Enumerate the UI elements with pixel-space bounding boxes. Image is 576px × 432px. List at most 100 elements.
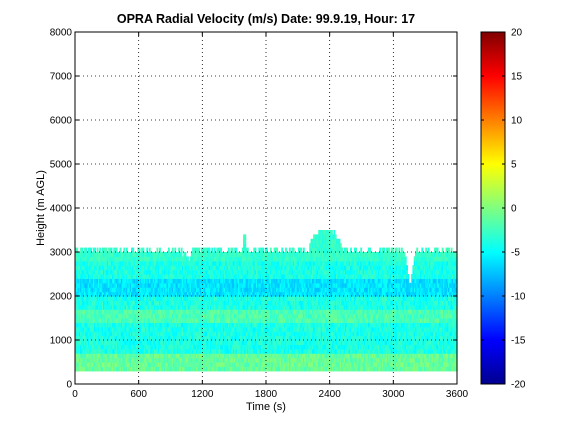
heatmap-cell <box>134 265 137 271</box>
heatmap-cell <box>110 256 113 262</box>
heatmap-cell <box>201 304 203 310</box>
heatmap-cell <box>213 269 216 275</box>
heatmap-cell <box>97 282 100 288</box>
heatmap-cell <box>96 362 99 367</box>
heatmap-cell <box>105 287 108 293</box>
heatmap-cell <box>100 260 103 266</box>
heatmap-cell <box>175 353 178 359</box>
heatmap-cell <box>277 265 280 271</box>
heatmap-cell <box>133 331 136 337</box>
heatmap-cell <box>143 340 146 345</box>
heatmap-cell <box>291 300 294 306</box>
heatmap-cell <box>285 357 287 363</box>
heatmap-cell <box>170 265 173 271</box>
heatmap-cell <box>187 304 189 310</box>
heatmap-cell <box>197 291 200 297</box>
heatmap-cell <box>212 366 215 372</box>
heatmap-cell <box>77 335 80 341</box>
heatmap-cell <box>212 252 215 257</box>
heatmap-cell <box>151 265 154 271</box>
heatmap-cell <box>281 318 284 323</box>
heatmap-cell <box>277 256 280 262</box>
heatmap-cell <box>218 269 221 275</box>
heatmap-cell <box>296 313 299 319</box>
heatmap-cell <box>179 353 182 359</box>
heatmap-cell <box>82 309 85 315</box>
heatmap-cell <box>198 340 201 345</box>
heatmap-cell <box>118 282 121 288</box>
heatmap-cell <box>159 353 161 359</box>
heatmap-cell <box>244 300 247 306</box>
heatmap-cell <box>296 287 299 293</box>
heatmap-cell <box>188 357 191 363</box>
heatmap-cell <box>232 326 235 332</box>
heatmap-cell <box>194 326 197 332</box>
heatmap-cell <box>170 348 173 354</box>
heatmap-cell <box>185 322 188 328</box>
heatmap-cell <box>105 313 108 319</box>
heatmap-cell <box>300 344 303 350</box>
heatmap-cell <box>134 357 137 363</box>
heatmap-cell <box>287 362 290 367</box>
heatmap-cell <box>128 300 131 306</box>
heatmap-cell <box>165 318 168 323</box>
heatmap-cell <box>269 366 272 372</box>
heatmap-cell <box>216 304 219 310</box>
heatmap-cell <box>75 318 77 323</box>
heatmap-cell <box>217 265 220 271</box>
heatmap-cell <box>232 357 235 363</box>
heatmap-cell <box>220 282 223 288</box>
heatmap-cell <box>269 265 272 271</box>
heatmap-cell <box>296 278 299 284</box>
heatmap-cell <box>100 309 103 315</box>
heatmap-cell <box>99 252 102 257</box>
heatmap-cell <box>297 287 300 293</box>
heatmap-cell <box>194 291 197 297</box>
heatmap-cell <box>281 326 284 332</box>
heatmap-cell <box>119 300 122 306</box>
heatmap-cell <box>285 335 287 341</box>
heatmap-cell <box>237 344 240 350</box>
heatmap-cell <box>145 291 147 297</box>
heatmap-cell <box>122 335 124 341</box>
heatmap-cell <box>127 278 130 284</box>
heatmap-cell <box>234 252 237 257</box>
heatmap-cell <box>285 278 287 284</box>
heatmap-cell <box>300 282 303 288</box>
heatmap-cell <box>199 282 202 288</box>
heatmap-cell <box>189 357 192 363</box>
heatmap-cell <box>178 309 181 315</box>
heatmap-cell <box>273 366 276 372</box>
heatmap-cell <box>179 318 182 323</box>
heatmap-cell <box>248 304 251 310</box>
heatmap-cell <box>258 304 261 310</box>
heatmap-cell <box>272 344 275 350</box>
heatmap-cell <box>99 318 102 323</box>
heatmap-cell <box>108 357 110 363</box>
heatmap-cell <box>198 309 201 315</box>
heatmap-cell <box>75 362 77 367</box>
heatmap-cell <box>137 353 140 359</box>
heatmap-cell <box>81 291 84 297</box>
heatmap-cell <box>125 318 128 323</box>
heatmap-cell <box>193 357 196 363</box>
heatmap-cell <box>273 300 276 306</box>
heatmap-cell <box>286 269 289 275</box>
heatmap-cell <box>240 344 243 350</box>
heatmap-cell <box>151 366 154 372</box>
heatmap-cell <box>272 322 275 328</box>
heatmap-cell <box>203 256 206 262</box>
heatmap-cell <box>179 296 182 301</box>
heatmap-cell <box>110 318 113 323</box>
heatmap-cell <box>250 309 253 315</box>
heatmap-cell <box>82 296 85 301</box>
heatmap-cell <box>142 357 145 363</box>
heatmap-cell <box>291 265 294 271</box>
heatmap-cell <box>217 335 220 341</box>
heatmap-cell <box>146 247 149 253</box>
heatmap-cell <box>266 344 268 350</box>
heatmap-cell <box>215 309 217 315</box>
heatmap-cell <box>161 252 164 257</box>
heatmap-cell <box>83 274 86 279</box>
heatmap-cell <box>188 348 191 354</box>
